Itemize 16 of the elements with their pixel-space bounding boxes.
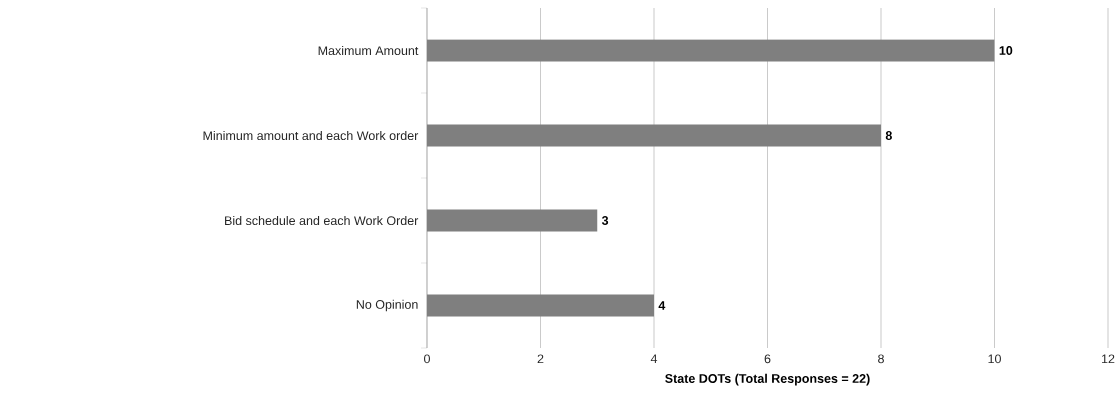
- x-tick-label: 8: [878, 354, 884, 364]
- y-tick-label: Minimum amount and each Work order: [203, 130, 419, 141]
- x-tick-label: 4: [650, 354, 658, 363]
- x-tick-label: 2: [537, 354, 544, 364]
- y-tick-label: Maximum Amount: [318, 45, 419, 56]
- y-tick-label: Bid schedule and each Work Order: [225, 215, 419, 226]
- x-tick-label: 12: [1102, 354, 1115, 364]
- data-label: 10: [999, 46, 1013, 55]
- y-tick-label: No Opinion: [356, 299, 418, 312]
- x-tick-label: 0: [424, 354, 430, 364]
- data-label: 3: [601, 216, 609, 225]
- data-label: 8: [885, 131, 892, 140]
- data-label: 4: [658, 301, 666, 310]
- x-tick-label: 6: [764, 354, 771, 364]
- x-axis-title: State DOTs (Total Responses = 22): [665, 373, 870, 386]
- x-tick-label: 10: [988, 354, 1001, 364]
